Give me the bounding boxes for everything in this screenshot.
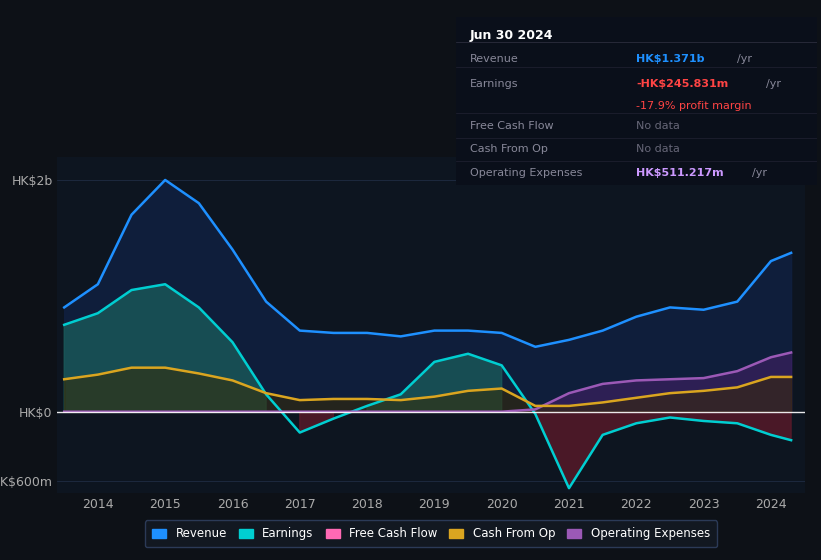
Text: Jun 30 2024: Jun 30 2024 <box>470 29 553 41</box>
Text: Operating Expenses: Operating Expenses <box>470 168 582 178</box>
Text: /yr: /yr <box>766 79 782 89</box>
Text: Revenue: Revenue <box>470 54 519 64</box>
Legend: Revenue, Earnings, Free Cash Flow, Cash From Op, Operating Expenses: Revenue, Earnings, Free Cash Flow, Cash … <box>144 520 718 547</box>
Text: No data: No data <box>636 121 680 131</box>
Text: Cash From Op: Cash From Op <box>470 144 548 155</box>
Text: -HK$245.831m: -HK$245.831m <box>636 79 728 89</box>
Text: /yr: /yr <box>752 168 767 178</box>
Text: HK$511.217m: HK$511.217m <box>636 168 724 178</box>
Text: Free Cash Flow: Free Cash Flow <box>470 121 553 131</box>
Text: No data: No data <box>636 144 680 155</box>
Text: -17.9% profit margin: -17.9% profit margin <box>636 101 752 111</box>
Text: /yr: /yr <box>737 54 752 64</box>
Text: Earnings: Earnings <box>470 79 519 89</box>
Text: HK$1.371b: HK$1.371b <box>636 54 704 64</box>
